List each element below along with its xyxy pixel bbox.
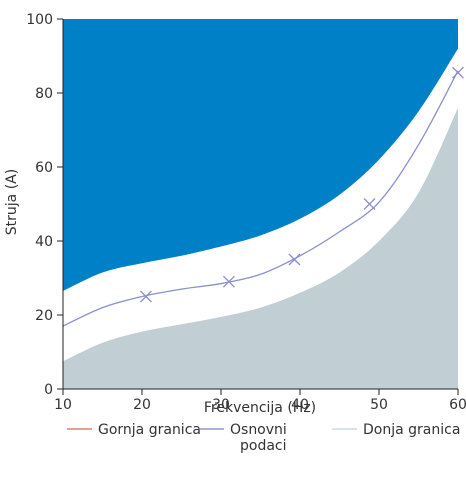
legend-item: Osnovni podaci xyxy=(199,422,287,454)
plot-area xyxy=(62,19,464,390)
base-data-marker xyxy=(222,275,235,288)
legend-label: Donja granica xyxy=(363,422,460,438)
x-axis-title: Frekvencija (Hz) xyxy=(204,400,316,416)
axes: 0 20 40 60 80 100 10 20 30 40 50 60 xyxy=(26,12,466,413)
base-data-line xyxy=(62,70,459,327)
x-tick-label: 50 xyxy=(370,397,388,413)
legend-label: Gornja granica xyxy=(98,422,201,438)
base-data-marker xyxy=(452,66,464,79)
x-tick-label: 40 xyxy=(291,397,309,413)
y-tick-label: 100 xyxy=(26,12,53,28)
x-tick-label: 20 xyxy=(133,397,151,413)
legend-item: Gornja granica xyxy=(67,422,201,438)
base-data-marker xyxy=(139,290,152,303)
x-tick-label: 10 xyxy=(54,397,72,413)
y-tick-label: 60 xyxy=(35,160,53,176)
y-tick-label: 40 xyxy=(35,234,53,250)
legend-item: Donja granica xyxy=(332,422,460,438)
base-data-marker xyxy=(363,198,376,210)
lower-bound-area xyxy=(63,107,458,390)
y-tick-label: 20 xyxy=(35,308,53,324)
upper-bound-area xyxy=(63,19,458,291)
y-tick-label: 0 xyxy=(44,382,53,398)
x-tick-label: 30 xyxy=(212,397,230,413)
legend-label: Osnovni podaci xyxy=(230,422,287,454)
base-data-marker xyxy=(288,253,301,266)
legend: Gornja granica Osnovni podaci Donja granica xyxy=(67,422,460,454)
y-tick-label: 80 xyxy=(35,86,53,102)
x-tick-label: 60 xyxy=(449,397,466,413)
y-axis-title: Struja (A) xyxy=(4,169,20,235)
